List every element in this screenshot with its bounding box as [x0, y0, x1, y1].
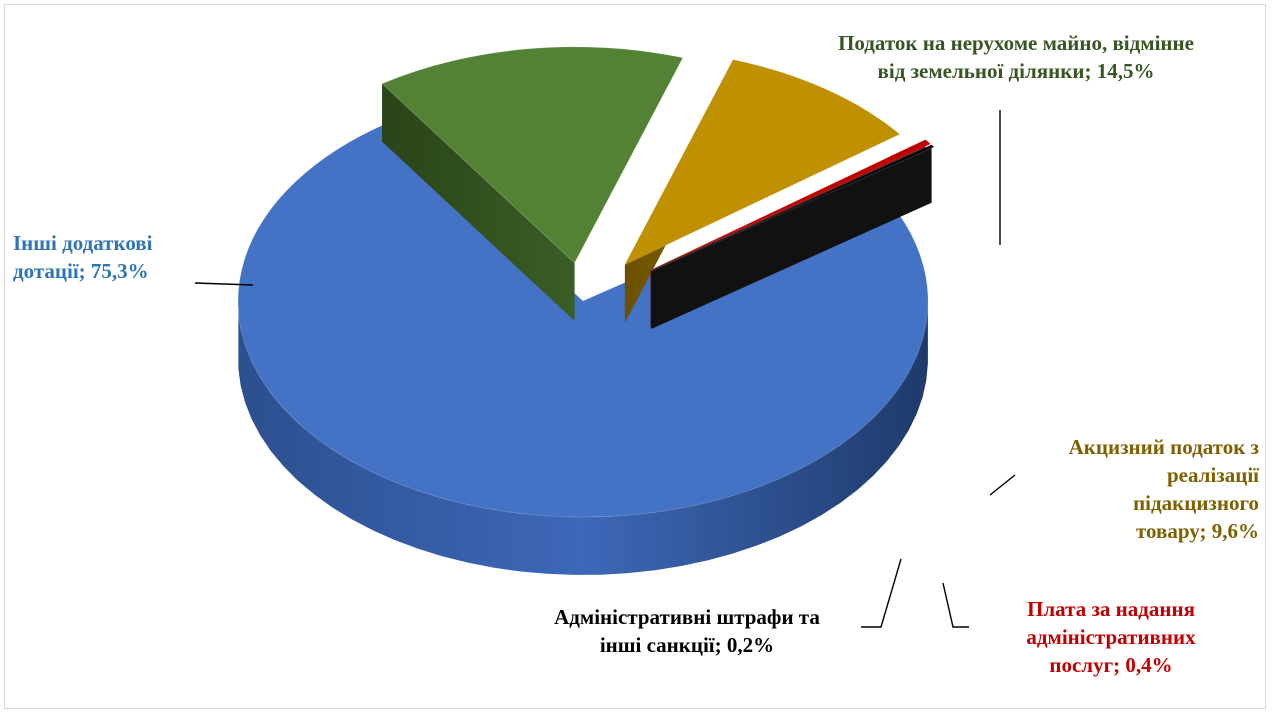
slice-property-tax: [381, 46, 684, 321]
slice-excise-tax: [623, 59, 901, 323]
pie-slices: [237, 46, 936, 575]
data-label-admin-fines: Адміністративні штрафи та інші санкції; 0…: [517, 603, 857, 659]
leader-line-other-subsidies: [194, 282, 254, 286]
slice-top-admin-fines: [651, 144, 936, 272]
data-label-admin-services-fee: Плата за надання адміністративних послуг; …: [995, 595, 1227, 679]
leader-line-excise-tax: [989, 474, 1016, 496]
chart-area: Інші додаткові дотації; 75,3% Податок на …: [4, 4, 1266, 709]
label-line: реалізації: [1166, 463, 1259, 487]
leader-line-admin-services-fee: [942, 582, 969, 628]
label-line: Інші додаткові: [13, 231, 153, 255]
label-line: від земельної ділянки; 14,5%: [877, 59, 1155, 83]
slice-face-admin-fines: [651, 144, 932, 329]
slice-side-other-subsidies: [238, 305, 928, 575]
leader-line-admin-fines: [861, 558, 902, 628]
data-label-property-tax: Податок на нерухоме майно, відмінне від з…: [785, 29, 1247, 85]
slice-face-property-tax: [382, 83, 575, 321]
slice-top-other-subsidies: [237, 121, 929, 518]
slice-admin-fines: [651, 144, 936, 329]
label-line: Податок на нерухоме майно, відмінне: [838, 31, 1194, 55]
label-line: Акцизний податок з: [1068, 435, 1259, 459]
label-line: підакцизного: [1133, 491, 1259, 515]
label-line: дотації; 75,3%: [13, 259, 149, 283]
label-line: товару; 9,6%: [1136, 519, 1259, 543]
slice-top-admin-services-fee: [650, 139, 932, 271]
label-line: Адміністративні штрафи та: [554, 605, 820, 629]
leader-lines: [194, 110, 1016, 628]
pie-chart: [194, 46, 1016, 628]
label-line: адміністративних: [1026, 625, 1196, 649]
slice-top-property-tax: [381, 46, 684, 264]
label-line: послуг; 0,4%: [1049, 653, 1173, 677]
data-label-excise-tax: Акцизний податок з реалізації підакцизного…: [1007, 433, 1259, 545]
label-line: Плата за надання: [1027, 597, 1195, 621]
data-label-other-subsidies: Інші додаткові дотації; 75,3%: [13, 229, 152, 285]
slice-top-excise-tax: [623, 59, 901, 266]
label-line: інші санкції; 0,2%: [599, 633, 775, 657]
